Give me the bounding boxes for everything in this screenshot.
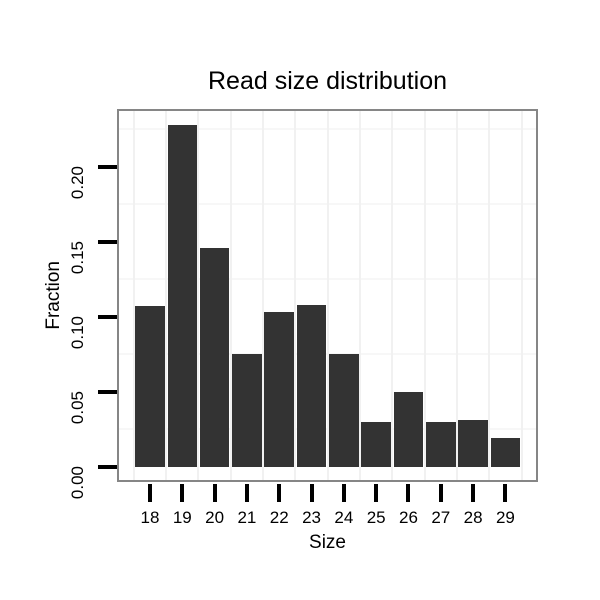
x-axis-tick: [309, 484, 314, 502]
x-axis-tick: [471, 484, 476, 502]
x-axis-tick-label: 23: [302, 508, 321, 527]
vertical-gridline: [520, 109, 523, 482]
vertical-gridline: [423, 109, 426, 482]
y-axis-tick-label: 0.15: [68, 240, 87, 274]
x-axis-tick: [406, 484, 411, 502]
x-axis-tick-label: 25: [366, 508, 386, 527]
x-axis-tick-label: 24: [334, 508, 354, 527]
y-axis-tick: [98, 314, 117, 319]
vertical-gridline: [132, 109, 135, 482]
vertical-gridline: [391, 109, 394, 482]
bar-size-24: [329, 354, 359, 467]
bar-size-21: [232, 354, 262, 467]
bar-size-23: [296, 304, 327, 467]
bar-size-25: [361, 421, 391, 467]
y-axis-tick: [98, 164, 117, 169]
bar-size-18: [135, 306, 165, 467]
vertical-gridline: [229, 109, 232, 482]
y-axis-title: Fraction: [43, 261, 64, 330]
vertical-gridline: [455, 109, 458, 482]
bar-size-28: [458, 420, 488, 467]
x-axis-tick-label: 21: [237, 508, 257, 527]
y-axis-tick-label: 0.05: [68, 390, 87, 424]
x-axis-tick: [374, 484, 379, 502]
x-axis-tick-label: 26: [399, 508, 418, 527]
vertical-gridline: [197, 109, 200, 482]
x-axis-tick: [212, 484, 217, 502]
y-axis-tick: [98, 464, 117, 469]
bar-size-29: [490, 438, 521, 467]
x-axis-tick-label: 29: [495, 508, 515, 527]
bar-size-20: [199, 247, 230, 467]
chart-title: Read size distribution: [207, 67, 447, 95]
x-axis-tick-label: 20: [205, 508, 225, 527]
x-axis-tick: [277, 484, 282, 502]
vertical-gridline: [326, 109, 329, 482]
vertical-gridline: [294, 109, 297, 482]
x-axis-tick-label: 19: [172, 508, 192, 527]
x-axis-tick: [341, 484, 346, 502]
y-axis-tick: [98, 239, 117, 244]
x-axis-tick: [503, 484, 508, 502]
x-axis-tick-label: 28: [463, 508, 483, 527]
plot-panel: [117, 109, 538, 482]
x-axis-tick: [438, 484, 443, 502]
vertical-gridline: [165, 109, 168, 482]
x-axis-tick: [180, 484, 185, 502]
y-axis-tick-label: 0.10: [68, 315, 87, 349]
x-axis-title: Size: [309, 532, 346, 553]
x-axis-tick: [244, 484, 249, 502]
y-axis-tick-label: 0.20: [68, 165, 87, 199]
bar-size-26: [393, 391, 424, 467]
vertical-gridline: [359, 109, 361, 482]
x-axis-tick-label: 27: [431, 508, 451, 527]
bar-size-19: [167, 124, 198, 467]
x-axis-tick: [148, 484, 152, 502]
vertical-gridline: [488, 109, 491, 482]
bar-size-22: [264, 312, 294, 467]
vertical-gridline: [262, 109, 265, 482]
y-axis-tick-label: 0.00: [68, 465, 87, 499]
y-axis-title-wrap: Fraction: [40, 109, 68, 482]
x-axis-tick-label: 18: [140, 508, 160, 527]
x-axis-tick-label: 22: [269, 508, 289, 527]
bar-size-27: [426, 421, 456, 467]
y-axis-tick: [98, 389, 117, 394]
